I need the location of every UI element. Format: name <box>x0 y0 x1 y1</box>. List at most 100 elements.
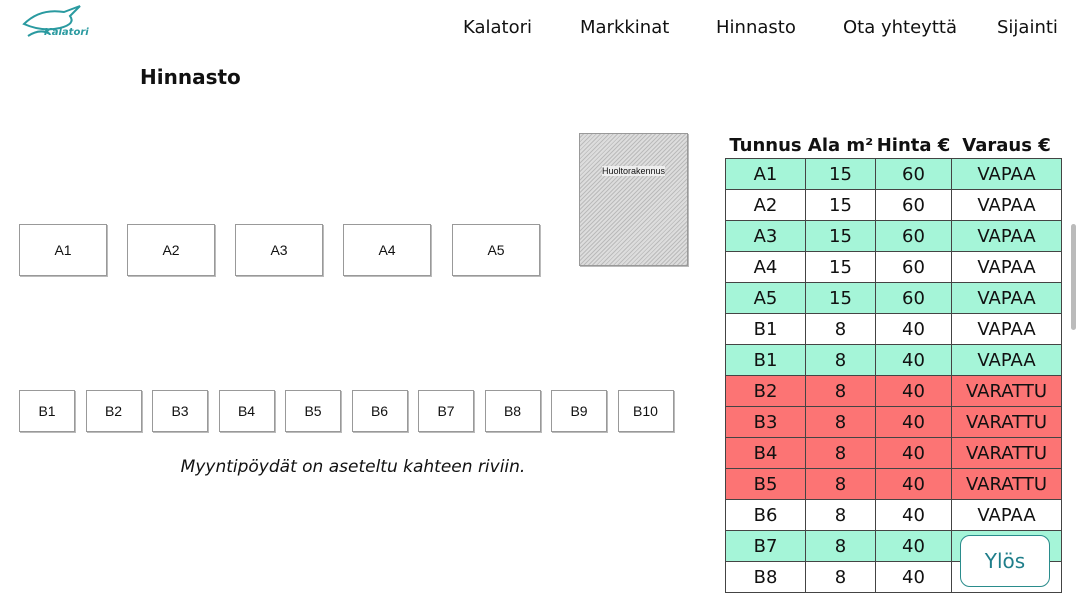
table-cell: 8 <box>805 468 876 500</box>
nav-link[interactable]: Hinnasto <box>716 17 796 38</box>
stall: B7 <box>418 390 474 432</box>
column-header: Varaus € <box>962 135 1051 156</box>
column-header: Ala m² <box>807 135 874 156</box>
table-cell: 15 <box>805 220 876 252</box>
table-cell: 8 <box>805 406 876 438</box>
table-cell: 60 <box>875 220 952 252</box>
header: Kalatori Kalatori Markkinat Hinnasto Ota… <box>0 0 1080 55</box>
table-cell: 60 <box>875 189 952 221</box>
table-cell: A1 <box>725 158 806 190</box>
table-cell: 8 <box>805 313 876 345</box>
table-cell: B4 <box>725 437 806 469</box>
stall: A3 <box>235 224 323 276</box>
table-cell: 15 <box>805 189 876 221</box>
table-cell: 15 <box>805 251 876 283</box>
table-cell: VAPAA <box>951 189 1062 221</box>
stall: A2 <box>127 224 215 276</box>
table-cell: VARATTU <box>951 468 1062 500</box>
column-header: Hinta € <box>876 135 951 156</box>
table-row: A1 15 60 VAPAA <box>725 158 1062 190</box>
table-cell: VARATTU <box>951 375 1062 407</box>
table-cell: VAPAA <box>951 499 1062 531</box>
table-cell: 40 <box>875 499 952 531</box>
table-cell: B6 <box>725 499 806 531</box>
scrollbar[interactable] <box>1071 224 1076 330</box>
table-cell: 8 <box>805 437 876 469</box>
stall: A5 <box>452 224 540 276</box>
table-cell: 15 <box>805 158 876 190</box>
table-cell: 40 <box>875 561 952 593</box>
table-row: B2 8 40 VARATTU <box>725 375 1062 407</box>
table-cell: VAPAA <box>951 282 1062 314</box>
table-cell: 8 <box>805 375 876 407</box>
table-cell: B8 <box>725 561 806 593</box>
stall: B3 <box>152 390 208 432</box>
table-cell: B2 <box>725 375 806 407</box>
table-cell: 8 <box>805 344 876 376</box>
table-row: B6 8 40 VAPAA <box>725 499 1062 531</box>
table-cell: VAPAA <box>951 158 1062 190</box>
nav-link[interactable]: Markkinat <box>580 17 670 38</box>
table-cell: VAPAA <box>951 344 1062 376</box>
table-cell: 60 <box>875 282 952 314</box>
stall: B8 <box>484 390 541 432</box>
logo-icon <box>22 5 81 37</box>
table-cell: 8 <box>805 499 876 531</box>
table-cell: A3 <box>725 220 806 252</box>
table-row: B1 8 40 VAPAA <box>725 344 1062 376</box>
table-row: A5 15 60 VAPAA <box>725 282 1062 314</box>
table-row: B3 8 40 VARATTU <box>725 406 1062 438</box>
table-cell: B1 <box>725 313 806 345</box>
table-cell: 40 <box>875 468 952 500</box>
stall: B2 <box>85 390 142 432</box>
building: Huoltorakennus <box>579 133 688 266</box>
table-cell: A5 <box>725 282 806 314</box>
table-cell: A2 <box>725 189 806 221</box>
table-row: B1 8 40 VAPAA <box>725 313 1062 345</box>
table-cell: 8 <box>805 561 876 593</box>
table-cell: VARATTU <box>951 406 1062 438</box>
stall: B9 <box>551 390 607 432</box>
logo-text: Kalatori <box>44 27 89 38</box>
nav-link[interactable]: Sijainti <box>997 17 1058 38</box>
table-row: A2 15 60 VAPAA <box>725 189 1062 221</box>
table-row: B5 8 40 VARATTU <box>725 468 1062 500</box>
stall: B10 <box>617 390 674 432</box>
column-header: Tunnus <box>729 135 802 156</box>
table-cell: 40 <box>875 375 952 407</box>
table-cell: 40 <box>875 406 952 438</box>
table-cell: 40 <box>875 313 952 345</box>
table-cell: 60 <box>875 158 952 190</box>
stall: B5 <box>285 390 341 432</box>
nav-link[interactable]: Kalatori <box>463 17 533 38</box>
table-cell: B1 <box>725 344 806 376</box>
stall: B6 <box>351 390 408 432</box>
table-cell: 15 <box>805 282 876 314</box>
table-cell: 40 <box>875 530 952 562</box>
table-row: A3 15 60 VAPAA <box>725 220 1062 252</box>
table-cell: B5 <box>725 468 806 500</box>
table-cell: B7 <box>725 530 806 562</box>
table-cell: VARATTU <box>951 437 1062 469</box>
table-cell: 8 <box>805 530 876 562</box>
stall: A1 <box>19 224 107 276</box>
scroll-top-button[interactable]: Ylös <box>960 535 1050 587</box>
table-cell: VAPAA <box>951 313 1062 345</box>
table-cell: VAPAA <box>951 251 1062 283</box>
table-row: B4 8 40 VARATTU <box>725 437 1062 469</box>
table-cell: B3 <box>725 406 806 438</box>
stall: B4 <box>218 390 275 432</box>
table-cell: 40 <box>875 344 952 376</box>
stall: A4 <box>343 224 431 276</box>
price-table: Tunnus Ala m² Hinta € Varaus € A1 15 60 VAPAA A2… <box>725 133 1062 593</box>
table-body: A1 15 60 VAPAA A2 15 60 VAPAA A3 15 60 VAPAA A4 15 60 V… <box>725 158 1062 593</box>
table-row: A4 15 60 VAPAA <box>725 251 1062 283</box>
table-cell: VAPAA <box>951 220 1062 252</box>
building-label: Huoltorakennus <box>601 166 666 176</box>
table-cell: 40 <box>875 437 952 469</box>
header-row: Tunnus Ala m² Hinta € Varaus € <box>726 133 1062 159</box>
table-cell: 60 <box>875 251 952 283</box>
stall: B1 <box>19 390 75 432</box>
nav-link[interactable]: Ota yhteyttä <box>843 17 957 38</box>
